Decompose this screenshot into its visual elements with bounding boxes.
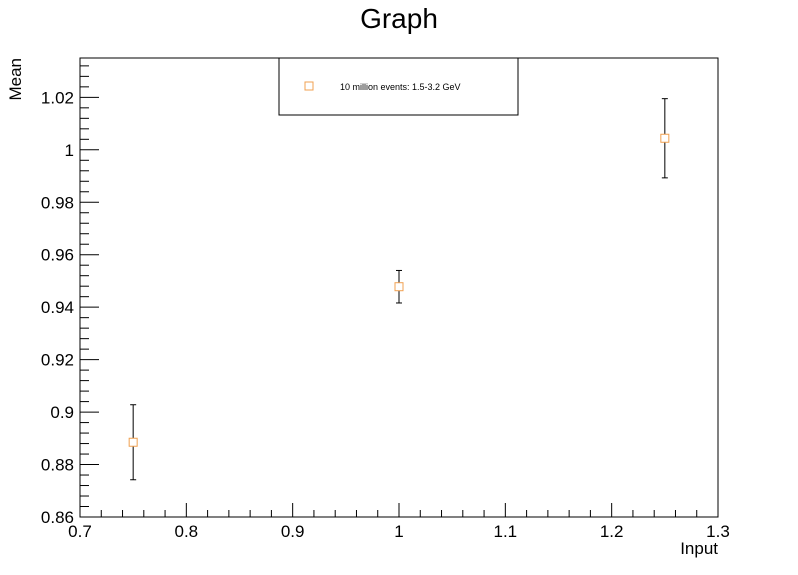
x-tick-label: 0.9 <box>281 522 305 541</box>
legend-marker <box>304 81 314 91</box>
x-tick-label: 0.7 <box>68 522 92 541</box>
legend-label: 10 million events: 1.5-3.2 GeV <box>340 82 461 92</box>
y-tick-label: 0.94 <box>41 298 74 317</box>
x-tick-label: 1.1 <box>494 522 518 541</box>
y-tick-label: 0.96 <box>41 246 74 265</box>
x-tick-label: 1.3 <box>706 522 730 541</box>
y-tick-label: 0.92 <box>41 351 74 370</box>
y-tick-label: 0.9 <box>50 403 74 422</box>
data-point <box>394 282 404 292</box>
chart-title: Graph <box>360 3 438 34</box>
data-point <box>660 133 670 143</box>
legend: 10 million events: 1.5-3.2 GeV <box>278 57 519 116</box>
legend-box <box>278 57 519 116</box>
data-point <box>128 437 138 447</box>
x-axis: 0.7 0.8 0.9 1 1.1 1.2 1.3 <box>68 503 730 541</box>
x-tick-label: 0.8 <box>175 522 199 541</box>
y-tick-label: 0.98 <box>41 193 74 212</box>
data-points <box>128 98 670 481</box>
y-tick-label: 1.02 <box>41 88 74 107</box>
x-tick-label: 1 <box>394 522 403 541</box>
y-axis-title: Mean <box>6 58 25 101</box>
y-tick-label: 0.88 <box>41 456 74 475</box>
y-tick-label: 1 <box>65 141 74 160</box>
plot-frame <box>79 57 719 518</box>
x-tick-label: 1.2 <box>600 522 624 541</box>
y-tick-label: 0.86 <box>41 508 74 527</box>
y-axis: 0.86 0.88 0.9 0.92 0.94 0.96 0.98 1 1.02 <box>41 65 99 527</box>
x-axis-title: Input <box>680 539 718 558</box>
